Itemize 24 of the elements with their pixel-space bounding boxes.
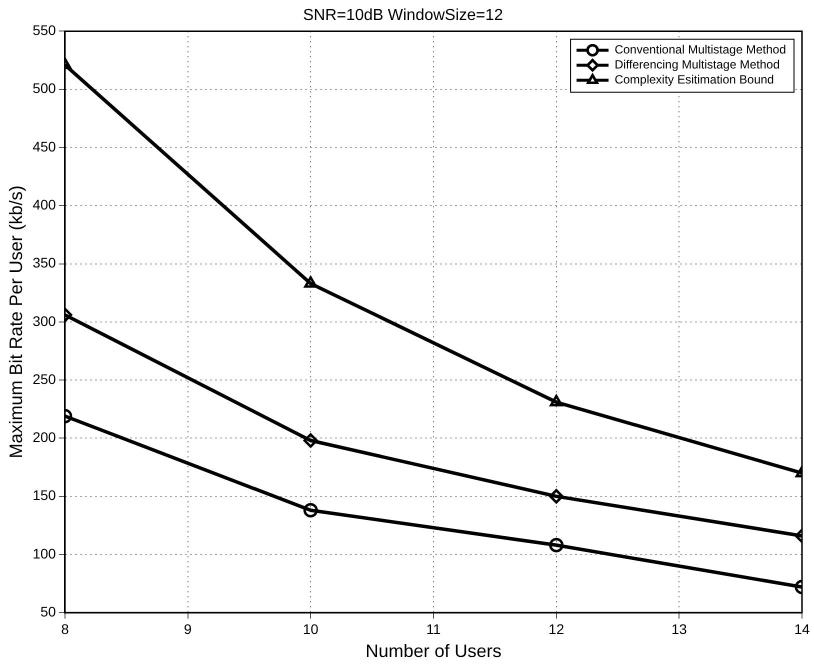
x-tick-label: 12: [548, 620, 564, 637]
x-tick-label: 13: [671, 620, 688, 637]
y-tick-label: 400: [32, 196, 56, 212]
x-tick-label: 8: [61, 620, 70, 637]
x-axis-title: Number of Users: [365, 641, 502, 662]
y-tick-label: 300: [32, 312, 56, 329]
y-tick-label: 100: [32, 545, 56, 562]
chart-title: SNR=10dB WindowSize=12: [302, 7, 504, 24]
y-tick-label: 500: [32, 80, 56, 96]
y-tick-label: 200: [32, 429, 56, 446]
y-tick-label: 150: [32, 487, 56, 504]
y-tick-label: 250: [32, 370, 56, 387]
y-tick-label: 50: [40, 603, 56, 620]
y-axis-title: Maximum Bit Rate Per User (kb/s): [6, 185, 26, 458]
x-tick-label: 10: [302, 620, 319, 637]
x-tick-label: 11: [426, 620, 441, 637]
x-tick-label: 14: [794, 620, 810, 637]
legend-label: Conventional Multistage Method: [614, 42, 786, 57]
y-tick-label: 550: [32, 22, 56, 38]
legend-label: Differencing Multistage Method: [614, 58, 780, 72]
y-tick-label: 450: [32, 138, 56, 154]
legend-label: Complexity Esitimation Bound: [614, 72, 774, 87]
x-tick-label: 9: [184, 620, 192, 637]
y-tick-label: 350: [32, 254, 56, 271]
